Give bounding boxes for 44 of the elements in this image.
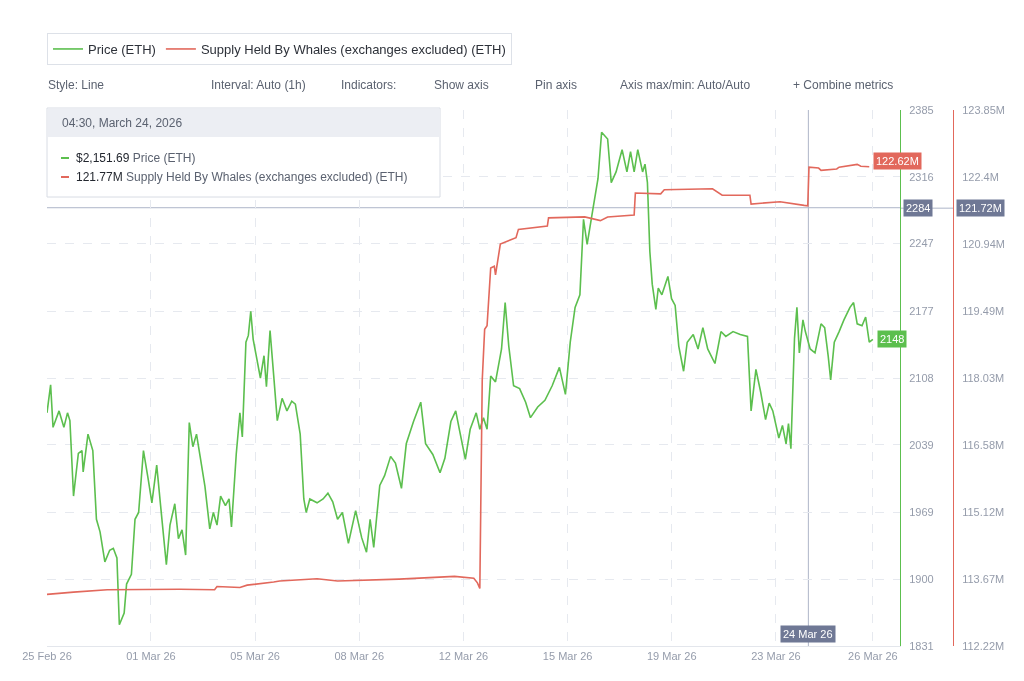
y2-tick-label: 120.94M bbox=[962, 237, 1006, 250]
y-tick-label: 1900 bbox=[909, 573, 934, 586]
y-tick-label: 2385 bbox=[909, 103, 934, 116]
x-tick-label: 23 Mar 26 bbox=[751, 650, 801, 663]
text: Pin axis bbox=[535, 78, 578, 92]
text: Show axis bbox=[434, 78, 489, 92]
y-tick-label: 2108 bbox=[909, 371, 934, 384]
y2-tick-label: 112.22M bbox=[962, 639, 1005, 652]
y2-tick-label: 115.12M bbox=[962, 506, 1005, 519]
x-tick-label: 08 Mar 26 bbox=[334, 650, 385, 663]
annotation: $2,151.69 Price (ETH) bbox=[76, 151, 196, 165]
legend-label: Supply Held By Whales (exchanges excluded) (ETH) bbox=[200, 42, 506, 58]
y-tick-label: 2039 bbox=[909, 438, 934, 451]
data-label: 2148 bbox=[880, 333, 905, 345]
text: Indicators: bbox=[341, 78, 397, 92]
x-tick-label: 26 Mar 26 bbox=[848, 650, 898, 663]
text: Style: Line bbox=[48, 78, 105, 92]
y-tick-label: 1969 bbox=[909, 506, 934, 519]
y2-tick-label: 118.03M bbox=[962, 372, 1005, 385]
ref-line-label: 24 Mar 26 bbox=[783, 628, 833, 640]
y2-tick-label: 119.49M bbox=[962, 304, 1005, 317]
data-label: 122.62M bbox=[876, 155, 919, 167]
annotation: 04:30, March 24, 2026 bbox=[62, 116, 183, 130]
y-tick-label: 2247 bbox=[909, 237, 934, 250]
y-tick-label: 2177 bbox=[909, 305, 934, 318]
y2-tick-label: 123.85M bbox=[962, 103, 1006, 116]
x-tick-label: 25 Feb 26 bbox=[22, 650, 72, 663]
x-tick-label: 05 Mar 26 bbox=[230, 650, 280, 663]
ref-line-label: 121.72M bbox=[959, 202, 1002, 214]
text: Axis max/min: Auto/Auto bbox=[620, 78, 751, 92]
x-tick-label: 19 Mar 26 bbox=[647, 650, 697, 663]
text: + Combine metrics bbox=[793, 78, 894, 92]
ref-line-label: 2284 bbox=[906, 202, 931, 214]
y-tick-label: 2316 bbox=[909, 170, 934, 183]
y2-tick-label: 116.58M bbox=[962, 438, 1005, 451]
x-tick-label: 15 Mar 26 bbox=[542, 650, 593, 663]
x-tick-label: 01 Mar 26 bbox=[126, 650, 176, 663]
y2-tick-label: 113.67M bbox=[962, 573, 1005, 586]
legend-label: Price (ETH) bbox=[88, 42, 156, 58]
y-tick-label: 1831 bbox=[909, 639, 934, 652]
x-tick-label: 12 Mar 26 bbox=[438, 650, 489, 663]
y2-tick-label: 122.4M bbox=[962, 170, 999, 183]
text: Interval: Auto (1h) bbox=[211, 78, 306, 92]
annotation: 121.77M Supply Held By Whales (exchanges excluded) (ETH) bbox=[76, 170, 408, 184]
